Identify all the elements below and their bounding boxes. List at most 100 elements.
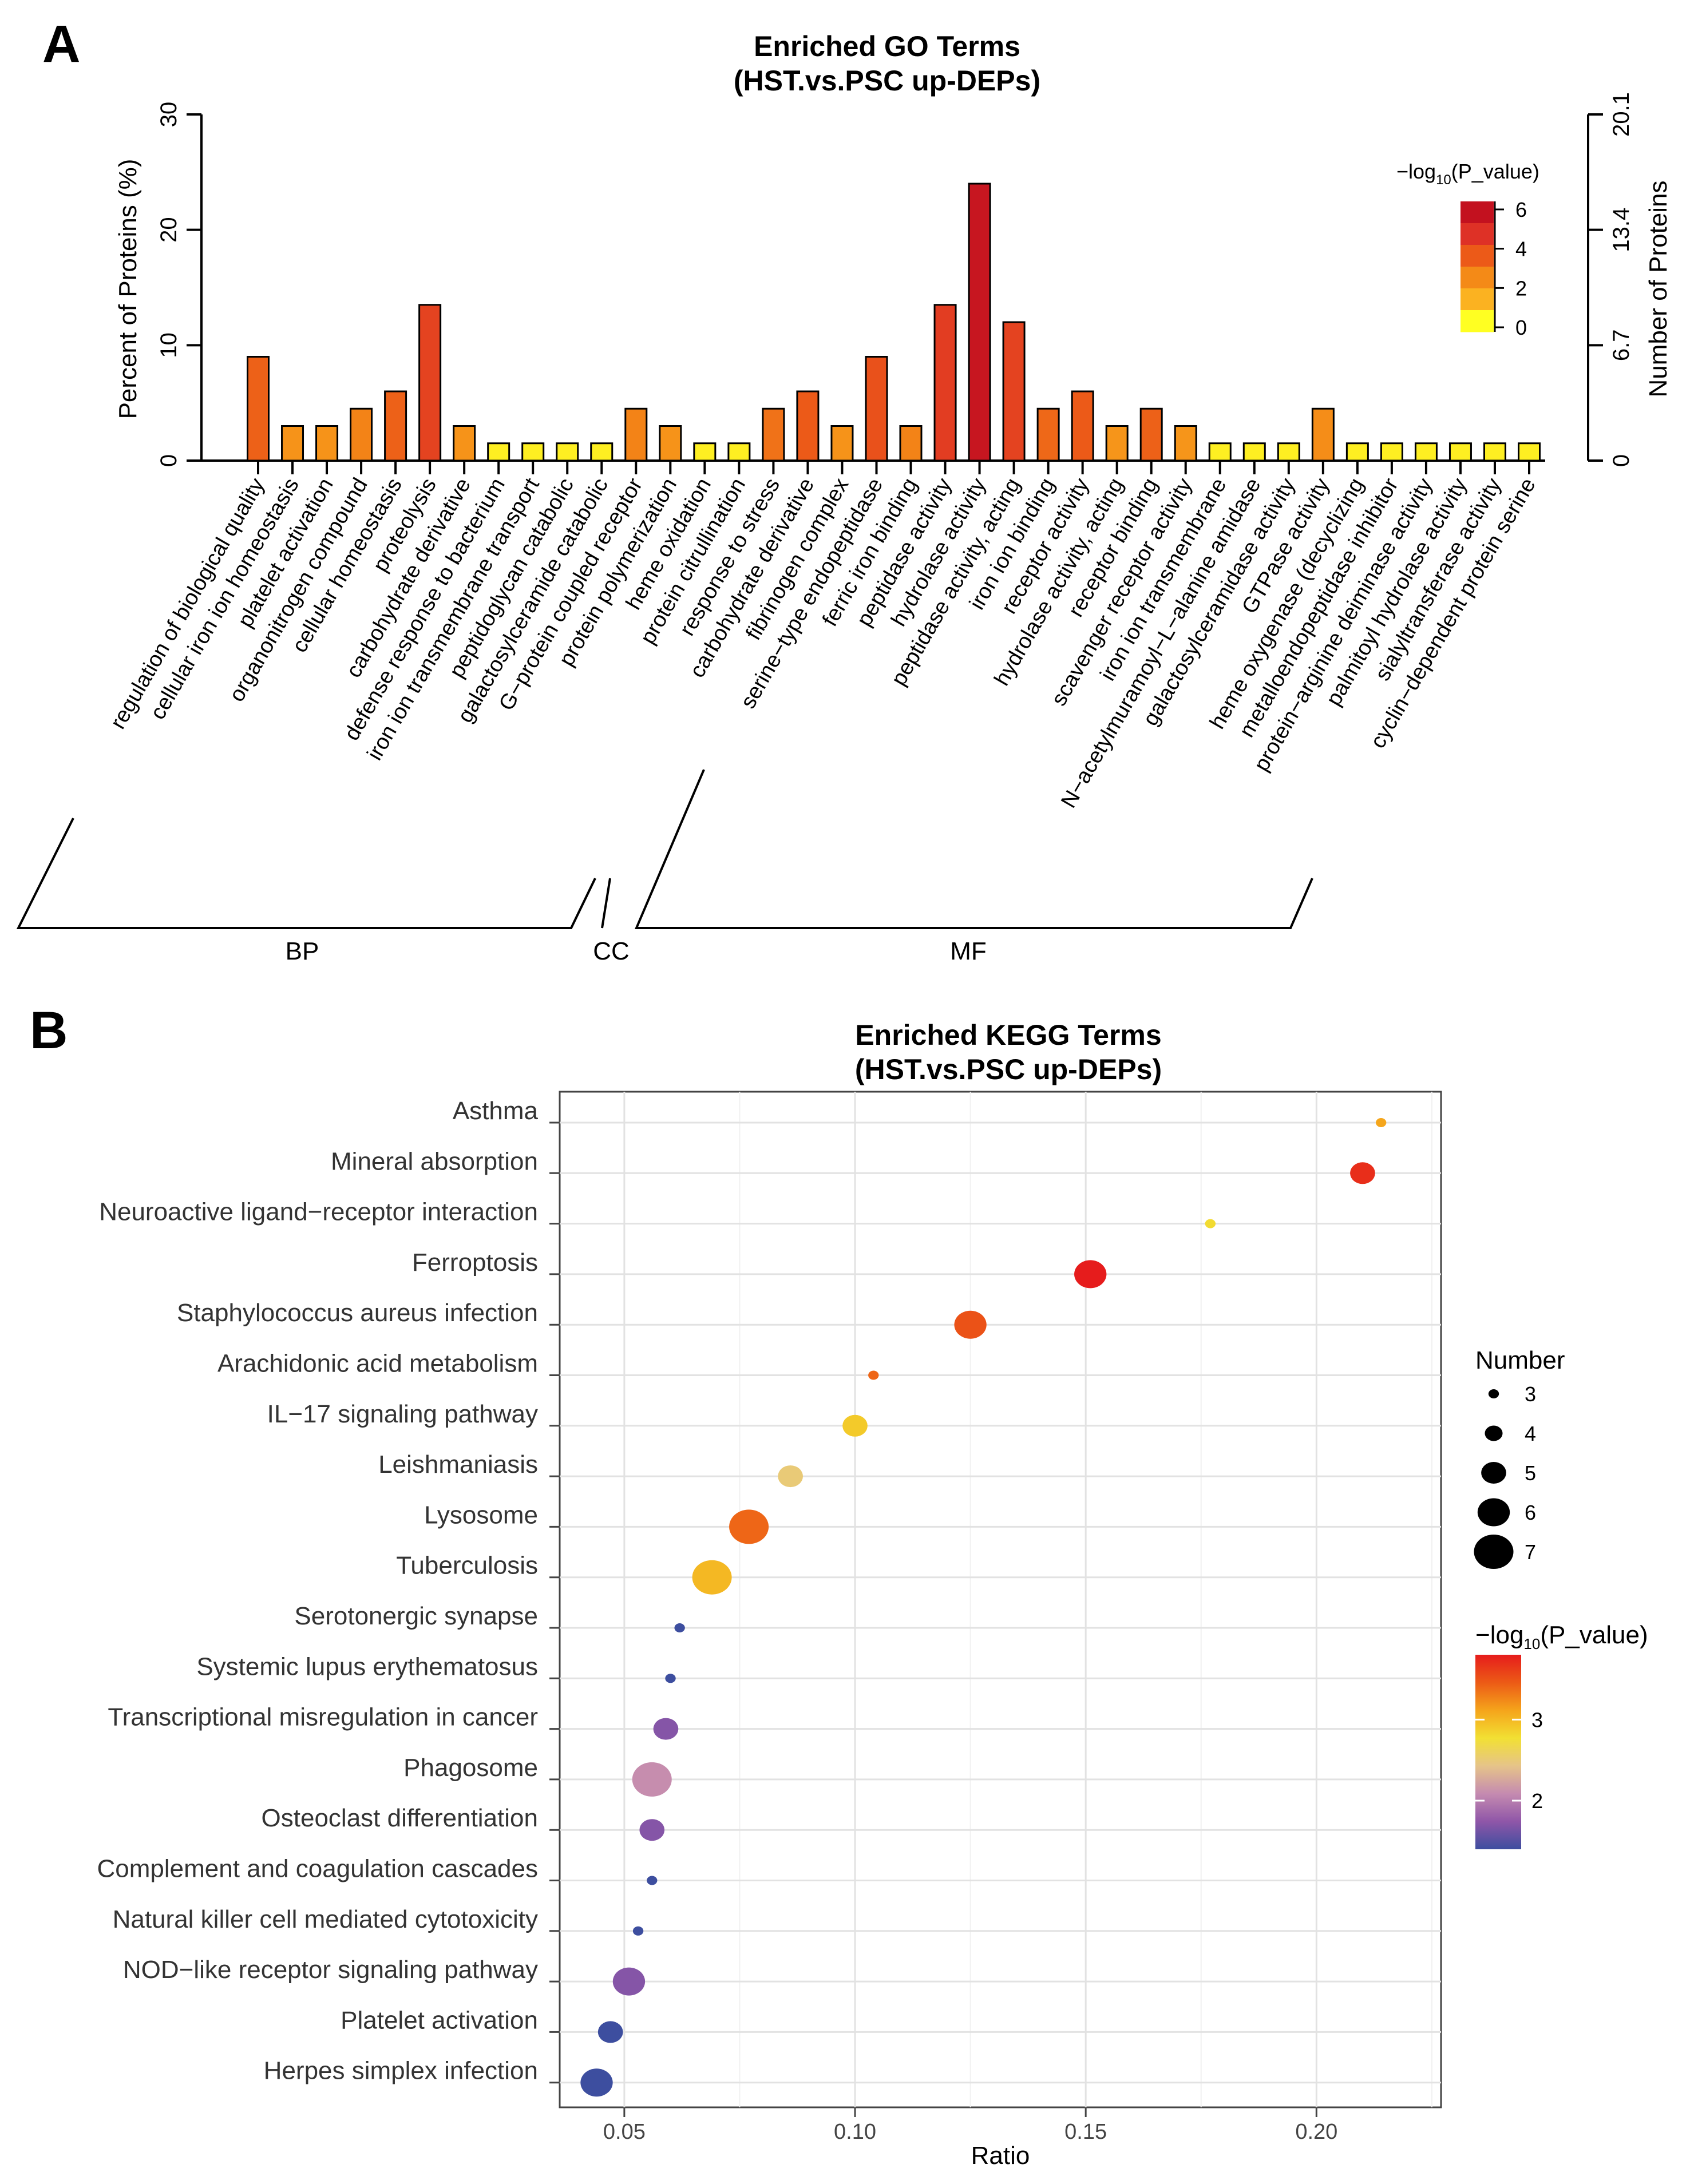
go-bar [865, 356, 888, 462]
go-bar [1414, 442, 1438, 462]
mf-group-label: MF [950, 937, 987, 965]
bp-bracket [16, 818, 596, 929]
go-bar [350, 407, 373, 462]
kegg-size-legend-label: 5 [1525, 1461, 1536, 1485]
kegg-color-legend-ticks: 32 [1475, 1708, 1543, 1813]
kegg-point [1350, 1162, 1375, 1184]
go-y-label: Percent of Proteins (%) [114, 159, 142, 419]
go-category-labels: regulation of biological qualitycellular… [106, 474, 1541, 812]
go-legend-swatch [1461, 201, 1494, 224]
kegg-point [612, 1967, 646, 1996]
go-bar [1174, 425, 1197, 462]
kegg-points [580, 1118, 1387, 2097]
go-bar [453, 425, 476, 462]
kegg-size-legend-label: 6 [1525, 1501, 1536, 1524]
go-bar [418, 304, 442, 462]
go-legend-swatch [1461, 223, 1494, 245]
kegg-x-tick-label: 0.15 [1064, 2120, 1107, 2144]
go-bar [1448, 442, 1472, 462]
kegg-size-legend: Number 3 4 5 6 7 [1474, 1346, 1565, 1569]
go-legend-swatch [1461, 310, 1494, 332]
go-bar [659, 425, 682, 462]
go-right-tick-label: 6.7 [1609, 330, 1634, 362]
kegg-gridlines [560, 1092, 1441, 2107]
kegg-category-label: Transcriptional misregulation in cancer [108, 1703, 538, 1731]
go-bar [693, 442, 717, 462]
go-bar [1071, 390, 1094, 462]
go-subtitle: (HST.vs.PSC up-DEPs) [734, 65, 1040, 97]
kegg-color-legend: −log10(P_value) 32 [1475, 1621, 1648, 1849]
go-bar [1139, 407, 1163, 462]
kegg-color-tick-label: 2 [1531, 1789, 1543, 1813]
kegg-point [653, 1718, 679, 1740]
kegg-size-legend-dot [1485, 1425, 1503, 1441]
kegg-category-label: Staphylococcus aureus infection [177, 1299, 538, 1327]
go-bar [281, 425, 304, 462]
go-legend-swatch [1461, 245, 1494, 267]
go-right-tick-label: 0 [1609, 454, 1634, 467]
kegg-category-label: Serotonergic synapse [294, 1602, 538, 1630]
kegg-category-label: Tuberculosis [396, 1552, 538, 1580]
cc-group-label: CC [593, 937, 630, 965]
go-bar [247, 356, 270, 462]
go-bar [487, 442, 510, 462]
go-legend-ticks: 6 4 2 0 [1495, 198, 1527, 339]
kegg-category-label: Neuroactive ligand−receptor interaction [99, 1198, 538, 1226]
cc-bracket [601, 878, 611, 929]
go-right-tick-label: 20.1 [1609, 92, 1634, 137]
go-left-ticks: 0 10 20 30 [156, 102, 201, 467]
kegg-category-label: Herpes simplex infection [264, 2057, 538, 2085]
go-bar [933, 304, 957, 462]
kegg-point [1074, 1260, 1107, 1289]
go-legend-tick-label: 4 [1515, 237, 1527, 261]
kegg-size-legend-dot [1477, 1498, 1510, 1527]
go-bar [968, 183, 991, 462]
kegg-title: Enriched KEGG Terms [855, 1019, 1161, 1051]
go-legend-swatches [1461, 201, 1494, 332]
go-bar [830, 425, 854, 462]
go-y-right-label: Number of Proteins [1644, 180, 1672, 397]
go-bar [1483, 442, 1506, 462]
go-bar [521, 442, 545, 462]
go-bar [590, 442, 614, 462]
go-bar [1277, 442, 1300, 462]
kegg-category-label: Arachidonic acid metabolism [217, 1350, 538, 1378]
go-right-tick-label: 13.4 [1609, 208, 1634, 252]
go-left-tick-label: 0 [156, 454, 181, 467]
go-bar [762, 407, 785, 462]
go-bar [1002, 321, 1026, 462]
kegg-color-legend-title: −log10(P_value) [1475, 1621, 1648, 1652]
kegg-category-label: Systemic lupus erythematosus [196, 1652, 538, 1680]
go-bars [247, 183, 1541, 462]
kegg-color-bar [1475, 1655, 1521, 1849]
kegg-x-label: Ratio [971, 2142, 1030, 2170]
kegg-category-label: Complement and coagulation cascades [97, 1855, 538, 1883]
go-legend-swatch [1461, 267, 1494, 289]
kegg-point [639, 1819, 665, 1841]
kegg-category-label: Phagosome [403, 1754, 538, 1782]
kegg-size-legend-dot [1488, 1389, 1499, 1398]
kegg-point [647, 1876, 658, 1885]
kegg-color-tick-label: 3 [1531, 1708, 1543, 1731]
kegg-plot-panel [559, 1091, 1442, 2108]
go-right-ticks: 0 6.7 13.4 20.1 [1588, 92, 1634, 467]
kegg-size-legend-label: 3 [1525, 1382, 1536, 1406]
go-bar [727, 442, 751, 462]
kegg-category-label: Asthma [453, 1097, 539, 1125]
kegg-point [665, 1674, 676, 1683]
go-legend-swatch [1461, 288, 1494, 311]
kegg-category-labels: Asthma Mineral absorption Neuroactive liga… [97, 1097, 560, 2085]
kegg-size-legend-dot [1481, 1462, 1506, 1484]
go-bar [624, 407, 648, 462]
kegg-point [1205, 1219, 1216, 1228]
go-bar [1518, 442, 1541, 462]
go-bar [899, 425, 923, 462]
go-title: Enriched GO Terms [754, 30, 1020, 62]
kegg-point [674, 1623, 685, 1632]
go-left-tick-label: 10 [156, 332, 181, 358]
go-legend-tick-label: 0 [1515, 316, 1527, 339]
go-left-tick-label: 30 [156, 102, 181, 128]
kegg-category-label: Platelet activation [341, 2006, 538, 2034]
kegg-category-label: Lysosome [424, 1501, 538, 1529]
